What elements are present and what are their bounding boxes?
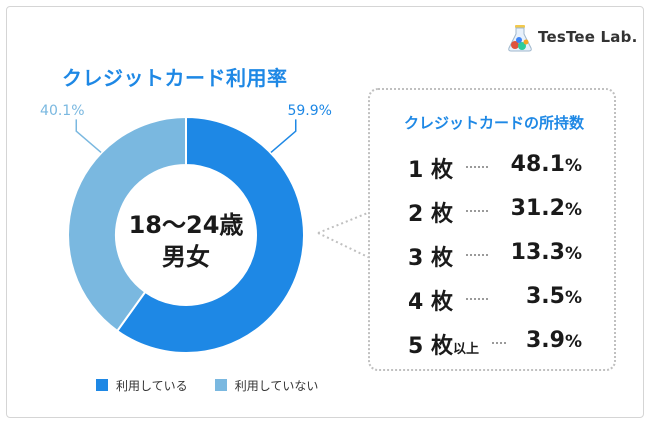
card-count-unit: 枚 [430, 334, 453, 359]
card-count-number: 2 [408, 202, 431, 227]
card-percentage: 3.9% [526, 328, 582, 353]
card-percentage: 31.2% [511, 196, 582, 221]
card-count-unit: 枚 [430, 202, 453, 227]
row-dot-leader [466, 298, 488, 300]
card-count-unit: 枚 [430, 246, 453, 271]
card-percentage: 13.3% [511, 240, 582, 265]
center-label-gender: 男女 [162, 243, 210, 271]
testee-lab-logo: TesTee Lab. [506, 24, 637, 52]
legend-label-using: 利用している [116, 379, 188, 393]
row-dot-leader [466, 166, 488, 168]
flask-icon [508, 25, 532, 52]
card-count: 5 枚以上 [408, 328, 479, 360]
logo-text: TesTee Lab. [538, 28, 638, 46]
card-count-number: 3 [408, 246, 431, 271]
legend-item-not-using: 利用していない [214, 377, 319, 394]
card-percentage: 48.1% [511, 152, 582, 177]
card-count: 4 枚 [408, 284, 453, 316]
donut-slice-0 [115, 115, 305, 354]
legend-swatch-not-using [214, 379, 227, 391]
cards-held-row: 4 枚 3.5% [370, 284, 618, 316]
chart-title: クレジットカード利用率 [62, 66, 288, 90]
donut-slice-1 [67, 115, 187, 333]
center-label-age: 18〜24歳 [129, 211, 244, 239]
card-percentage-sign: % [564, 332, 582, 352]
card-count: 3 枚 [408, 240, 453, 272]
card-count: 1 枚 [408, 152, 453, 184]
legend-item-using: 利用している [96, 377, 188, 394]
card-percentage-sign: % [564, 156, 582, 176]
cards-held-row: 5 枚以上 3.9% [370, 328, 618, 360]
card-percentage-value: 13.3 [510, 240, 565, 265]
cards-held-row: 1 枚 48.1% [370, 152, 618, 184]
card-count-number: 4 [408, 290, 431, 315]
card-count-unit: 枚 [430, 158, 453, 183]
card-percentage-value: 31.2 [510, 196, 565, 221]
row-dot-leader [492, 342, 506, 344]
cards-held-callout: クレジットカードの所持数 1 枚 48.1% 2 枚 31.2% 3 枚 13.3% 4 枚… [368, 88, 616, 371]
chart-legend: 利用している 利用していない [96, 375, 340, 393]
card-count: 2 枚 [408, 196, 453, 228]
card-percentage-sign: % [564, 244, 582, 264]
row-dot-leader [466, 210, 488, 212]
leader-line-not-using [75, 119, 102, 153]
card-percentage-value: 3.9 [525, 328, 565, 353]
card-count-number: 1 [408, 158, 431, 183]
cards-held-title: クレジットカードの所持数 [403, 114, 584, 132]
card-percentage-sign: % [564, 288, 582, 308]
cards-held-row: 2 枚 31.2% [370, 196, 618, 228]
card-count-unit: 枚 [430, 290, 453, 315]
card-percentage-sign: % [564, 200, 582, 220]
slice-label-not-using: 40.1% [40, 103, 84, 119]
card-percentage-value: 3.5 [525, 284, 565, 309]
legend-swatch-using [96, 379, 108, 391]
row-dot-leader [466, 254, 488, 256]
card-percentage: 3.5% [526, 284, 582, 309]
card-percentage-value: 48.1 [510, 152, 565, 177]
callout-pointer [317, 211, 371, 259]
leader-line-using [270, 119, 297, 153]
cards-held-row: 3 枚 13.3% [370, 240, 618, 272]
card-count-number: 5 [408, 334, 431, 359]
slice-label-using: 59.9% [287, 103, 331, 119]
card-count-suffix: 以上 [452, 342, 479, 357]
legend-label-not-using: 利用していない [234, 379, 319, 393]
